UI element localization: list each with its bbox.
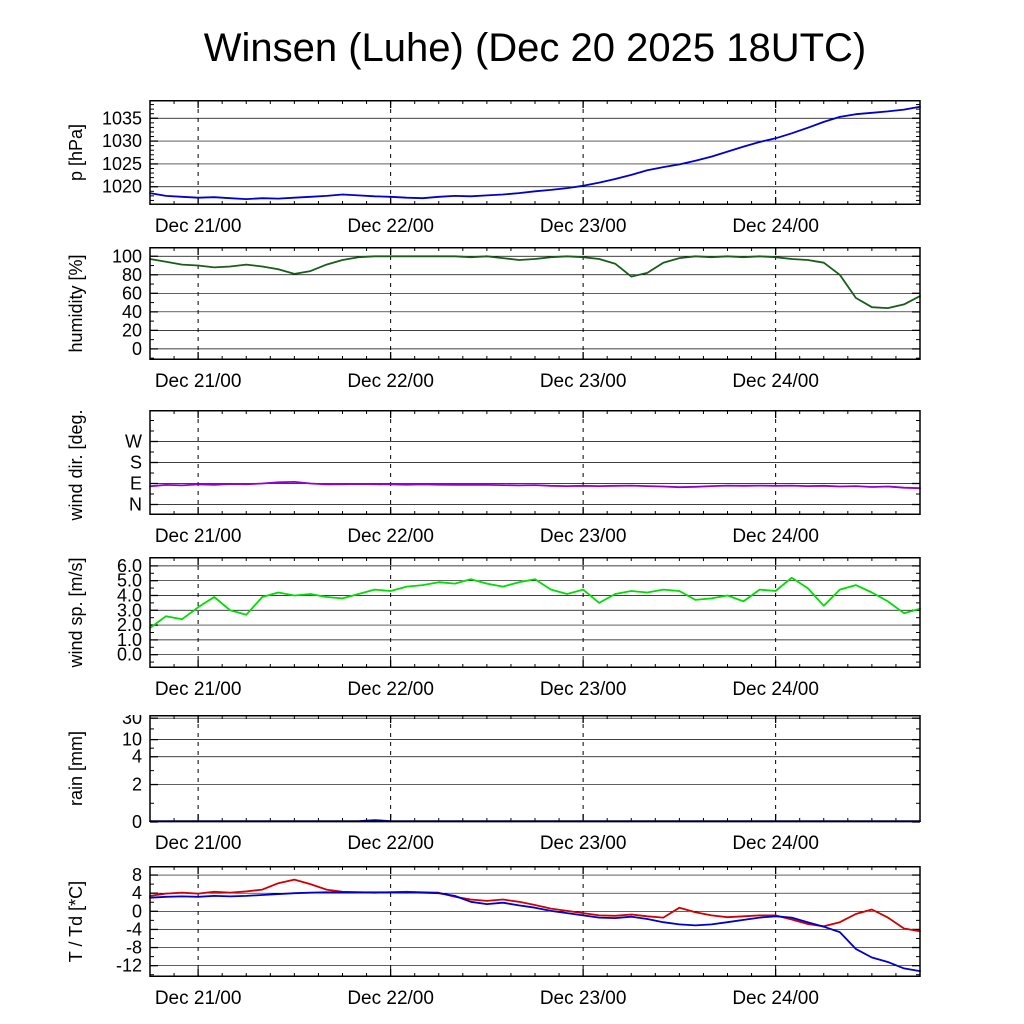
- svg-text:Dec 21/00: Dec 21/00: [155, 833, 242, 854]
- svg-text:60: 60: [122, 283, 142, 303]
- svg-text:Dec 21/00: Dec 21/00: [155, 988, 242, 1009]
- svg-text:100: 100: [112, 247, 142, 266]
- svg-text:1025: 1025: [102, 154, 142, 174]
- pressure-line: [149, 105, 921, 200]
- series: [149, 255, 921, 309]
- x-axis: Dec 21/00 Dec 22/00 Dec 23/00 Dec 24/00: [155, 557, 897, 700]
- x-axis: Dec 21/00 Dec 22/00 Dec 23/00 Dec 24/00: [155, 410, 897, 547]
- svg-text:4.0: 4.0: [117, 585, 142, 605]
- svg-text:1030: 1030: [102, 131, 142, 151]
- chart-title: Winsen (Luhe) (Dec 20 2025 18UTC): [203, 26, 867, 70]
- series: [149, 481, 921, 490]
- svg-text:Dec 24/00: Dec 24/00: [732, 526, 819, 547]
- svg-text:8: 8: [132, 866, 142, 885]
- svg-text:Dec 24/00: Dec 24/00: [732, 216, 819, 237]
- dewpoint-line: [149, 891, 921, 972]
- svg-text:3.0: 3.0: [117, 600, 142, 620]
- svg-text:N: N: [129, 495, 142, 515]
- svg-text:30: 30: [122, 715, 142, 728]
- svg-text:-12: -12: [116, 956, 142, 976]
- plot-border: [149, 247, 921, 360]
- pressure-panel: 1020 1025 1030 1035 Dec 21/00 Dec 22/00 Dec 23…: [66, 100, 921, 237]
- y-axis: 0 2 410 30: [122, 715, 920, 832]
- humidity-line: [149, 255, 921, 309]
- svg-text:Dec 24/00: Dec 24/00: [732, 833, 819, 854]
- svg-text:4: 4: [132, 747, 142, 767]
- series: [149, 878, 921, 972]
- svg-text:E: E: [130, 474, 142, 494]
- svg-text:-4: -4: [126, 919, 142, 939]
- svg-text:Dec 23/00: Dec 23/00: [540, 679, 627, 700]
- plot-border: [149, 866, 921, 977]
- plot-border: [149, 410, 921, 515]
- wind-speed-ylabel: wind sp. [m/s]: [66, 557, 86, 668]
- humidity-ylabel: humidity [%]: [66, 254, 86, 352]
- svg-text:Dec 23/00: Dec 23/00: [540, 216, 627, 237]
- y-axis: 1020 1025 1030 1035: [102, 104, 920, 201]
- svg-text:Dec 23/00: Dec 23/00: [540, 526, 627, 547]
- svg-text:Dec 22/00: Dec 22/00: [347, 988, 434, 1009]
- svg-text:1.0: 1.0: [117, 630, 142, 650]
- svg-text:-8: -8: [126, 938, 142, 958]
- wind-direction-line: [149, 481, 921, 490]
- pressure-ylabel: p [hPa]: [66, 124, 86, 181]
- series: [149, 576, 921, 629]
- svg-text:Dec 23/00: Dec 23/00: [540, 371, 627, 392]
- svg-text:Dec 24/00: Dec 24/00: [732, 371, 819, 392]
- svg-text:80: 80: [122, 265, 142, 285]
- svg-text:20: 20: [122, 320, 142, 340]
- svg-text:40: 40: [122, 302, 142, 322]
- x-axis: Dec 21/00 Dec 22/00 Dec 23/00 Dec 24/00: [155, 866, 897, 1009]
- svg-text:Dec 23/00: Dec 23/00: [540, 833, 627, 854]
- rain-panel: 0 2 410 30 Dec 21/00 Dec 22/00 Dec 23/00 Dec 24…: [66, 715, 921, 854]
- svg-text:Dec 21/00: Dec 21/00: [155, 526, 242, 547]
- temperature-line: [149, 878, 921, 933]
- svg-text:Dec 21/00: Dec 21/00: [155, 216, 242, 237]
- svg-text:0: 0: [132, 812, 142, 832]
- wind-speed-line: [149, 576, 921, 629]
- y-axis: 0.01.02.03.04.05.06.0: [117, 557, 920, 665]
- svg-text:5.0: 5.0: [117, 571, 142, 591]
- rain-ylabel: rain [mm]: [66, 731, 86, 806]
- wind-direction-ylabel: wind dir. [deg.]: [66, 410, 86, 522]
- svg-text:2: 2: [132, 775, 142, 795]
- svg-text:S: S: [130, 453, 142, 473]
- svg-text:0: 0: [132, 901, 142, 921]
- svg-text:10: 10: [122, 730, 142, 750]
- svg-text:0: 0: [132, 339, 142, 359]
- svg-text:1035: 1035: [102, 108, 142, 128]
- svg-text:2.0: 2.0: [117, 615, 142, 635]
- svg-text:Dec 21/00: Dec 21/00: [155, 371, 242, 392]
- svg-text:Dec 22/00: Dec 22/00: [347, 216, 434, 237]
- svg-text:Dec 22/00: Dec 22/00: [347, 833, 434, 854]
- svg-text:Dec 21/00: Dec 21/00: [155, 679, 242, 700]
- x-axis: Dec 21/00 Dec 22/00 Dec 23/00 Dec 24/00: [155, 100, 897, 237]
- svg-text:0.0: 0.0: [117, 645, 142, 665]
- svg-text:Dec 23/00: Dec 23/00: [540, 988, 627, 1009]
- y-axis: 840-4-8-12: [116, 866, 920, 976]
- svg-text:Dec 22/00: Dec 22/00: [347, 371, 434, 392]
- temperature-ylabel: T / Td [*C]: [66, 881, 86, 962]
- plot-border: [149, 100, 921, 205]
- series: [149, 105, 921, 200]
- svg-text:1020: 1020: [102, 177, 142, 197]
- plot-border: [149, 557, 921, 668]
- svg-text:4: 4: [132, 883, 142, 903]
- svg-text:6.0: 6.0: [117, 557, 142, 576]
- plot-border: [149, 715, 921, 822]
- x-axis: Dec 21/00 Dec 22/00 Dec 23/00 Dec 24/00: [155, 247, 897, 392]
- svg-text:Dec 22/00: Dec 22/00: [347, 526, 434, 547]
- svg-text:Dec 24/00: Dec 24/00: [732, 988, 819, 1009]
- svg-text:W: W: [125, 432, 142, 452]
- svg-text:Dec 24/00: Dec 24/00: [732, 679, 819, 700]
- svg-text:Dec 22/00: Dec 22/00: [347, 679, 434, 700]
